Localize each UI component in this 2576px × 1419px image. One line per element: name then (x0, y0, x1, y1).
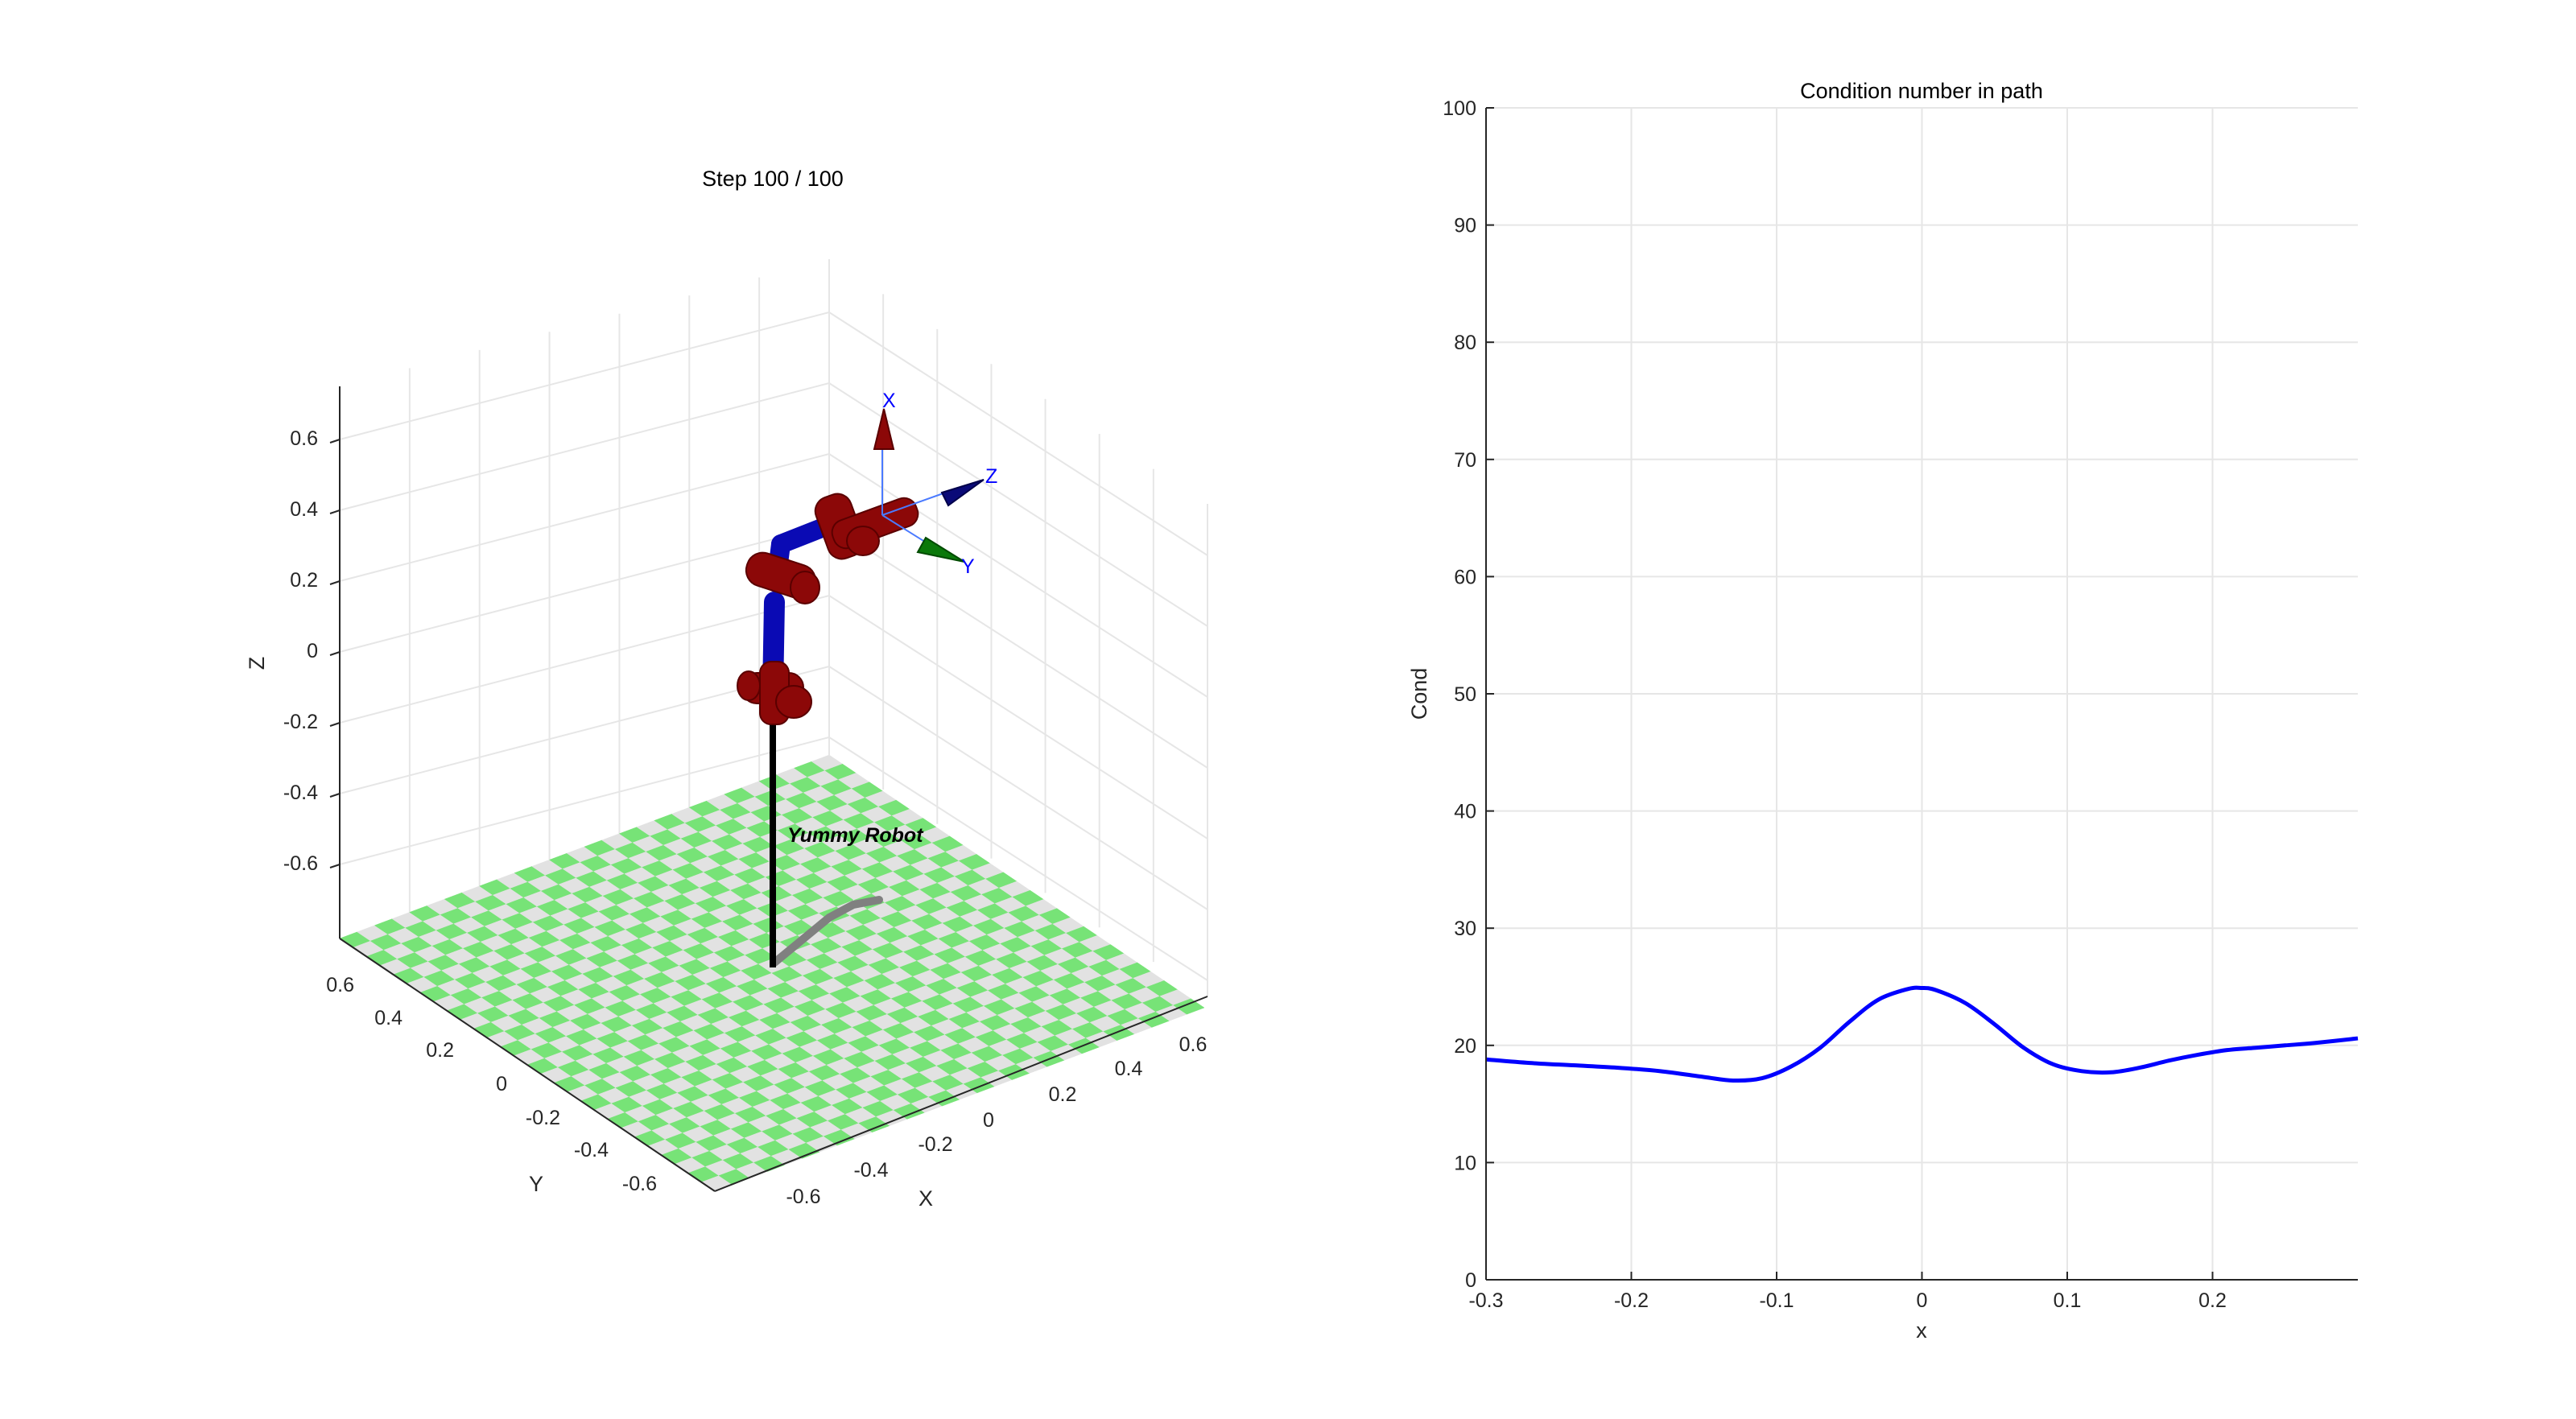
y-arrow-icon (916, 536, 965, 563)
x-tick-label: 0.4 (1115, 1058, 1143, 1080)
x-tick-label: 0.6 (1179, 1033, 1208, 1056)
wall-grid-line (828, 382, 1208, 627)
y-axis-label: Y (529, 1172, 543, 1196)
z-tick-label: -0.2 (283, 711, 318, 733)
chart-x-tick-label: 0.2 (2198, 1289, 2227, 1312)
y-tick-label: 0 (496, 1073, 507, 1095)
wall-grid-line (828, 595, 1208, 839)
robot-joint (775, 685, 812, 719)
end-effector-frame: X Z Y (873, 390, 997, 578)
condition-number-axes: Condition number in path -0.3 -0.2 -0.1 0 0.… (1407, 79, 2359, 1343)
y-tick-label: -0.6 (622, 1173, 657, 1195)
x-tick-label: -0.2 (918, 1133, 952, 1156)
wall-grid-line (339, 524, 830, 653)
z-tick-label: 0.4 (290, 498, 318, 521)
z-arrow-icon (940, 479, 985, 507)
chart-axis-lines (1485, 108, 2358, 1281)
wall-grid-line (828, 524, 1208, 769)
z-tick-label: -0.4 (283, 782, 318, 804)
frame-z-label: Z (985, 465, 997, 488)
x-axis-label: X (919, 1186, 933, 1211)
x-tick-label: 0.2 (1049, 1083, 1077, 1106)
condition-number-line (1485, 985, 2359, 1083)
chart-y-axis-label: Cond (1407, 668, 1431, 720)
x-axis-line (714, 996, 1208, 1192)
y-axis-line (339, 938, 716, 1192)
chart-y-tick-label: 20 (1454, 1035, 1476, 1058)
wall-grid-line (828, 666, 1208, 910)
chart-ticks: -0.3 -0.2 -0.1 0 0.1 0.2 0 10 20 30 40 50 60 70 80 90 10… (1443, 97, 2227, 1312)
z-tick-label: -0.6 (283, 852, 318, 875)
chart-x-tick-label: 0.1 (2054, 1289, 2082, 1312)
chart-series (1485, 985, 2359, 1083)
chart-y-tick-label: 70 (1454, 449, 1476, 472)
robot-name-label: Yummy Robot (787, 824, 924, 847)
wall-grid-line (339, 453, 830, 582)
wall-grid-line (828, 736, 1208, 981)
frame-z-line (881, 490, 951, 516)
robot-joints (737, 493, 919, 725)
chart-grid (1485, 107, 2358, 1281)
z-tick-label: 0.6 (290, 427, 318, 450)
chart-y-tick-label: 90 (1454, 215, 1476, 237)
frame-x-label: X (882, 390, 896, 412)
wall-grid-line (339, 311, 830, 440)
robot-joint (846, 526, 880, 556)
chart-x-tick-label: 0 (1917, 1289, 1928, 1312)
y-tick-label: -0.2 (526, 1107, 560, 1129)
chart-y-tick-label: 0 (1465, 1269, 1476, 1292)
chart-y-tick-label: 100 (1443, 97, 1476, 120)
checkered-floor (339, 754, 1205, 1192)
x-arrow-icon (873, 408, 895, 450)
chart-x-tick-label: -0.1 (1759, 1289, 1794, 1312)
y-tick-label: -0.4 (574, 1139, 609, 1161)
z-tick-label: 0 (307, 640, 318, 662)
y-tick-label: 0.4 (374, 1007, 402, 1029)
x-tick-label: 0 (983, 1109, 994, 1132)
chart-y-tick-label: 30 (1454, 918, 1476, 940)
wall-grid-line (828, 311, 1208, 556)
wall-grid-line (339, 736, 830, 865)
z-tick-marks (329, 439, 341, 868)
chart-y-tick-label: 10 (1454, 1152, 1476, 1174)
chart-x-tick-label: -0.2 (1614, 1289, 1649, 1312)
x-tick-label: -0.6 (786, 1186, 820, 1208)
chart-y-tick-label: 40 (1454, 801, 1476, 823)
axis-box-lines (339, 386, 1208, 1192)
floor-tile (1173, 998, 1205, 1015)
wall-grid-line (339, 595, 830, 724)
robot-plot-title: Step 100 / 100 (702, 167, 844, 191)
z-tick-label: 0.2 (290, 569, 318, 592)
robot-joint (737, 670, 761, 701)
frame-y-label: Y (961, 555, 975, 578)
robot-3d-axes: Step 100 / 100 0.6 0.4 0.2 0 -0.2 -0.4 -… (245, 167, 1208, 1211)
robot-joint (790, 571, 820, 604)
wall-grid-line (339, 382, 830, 511)
chart-title: Condition number in path (1800, 79, 2043, 103)
chart-y-tick-label: 80 (1454, 332, 1476, 354)
z-axis-label: Z (245, 657, 269, 670)
trajectory-trail (770, 896, 883, 967)
y-tick-label: 0.2 (426, 1039, 454, 1062)
y-tick-label: 0.6 (326, 974, 354, 996)
chart-x-tick-label: -0.3 (1468, 1289, 1503, 1312)
chart-x-axis-label: x (1916, 1318, 1927, 1343)
chart-y-tick-label: 60 (1454, 566, 1476, 588)
x-tick-label: -0.4 (853, 1159, 888, 1182)
chart-y-tick-label: 50 (1454, 683, 1476, 706)
wall-grid (339, 259, 1208, 996)
wall-grid-line (828, 453, 1208, 698)
